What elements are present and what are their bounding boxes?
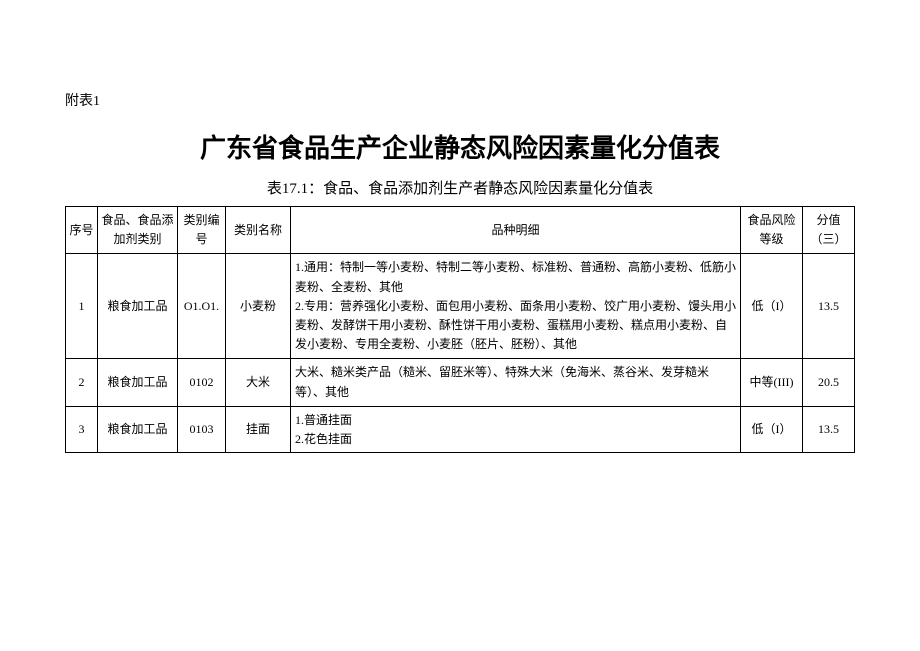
header-detail: 品种明细 xyxy=(291,207,741,254)
table-row: 1 粮食加工品 O1.O1. 小麦粉 1.通用：特制一等小麦粉、特制二等小麦粉、… xyxy=(66,254,855,359)
header-code: 类别编号 xyxy=(178,207,226,254)
table-header-row: 序号 食品、食品添加剂类别 类别编号 类别名称 品种明细 食品风险等级 分值（三… xyxy=(66,207,855,254)
sub-title: 表17.1：食品、食品添加剂生产者静态风险因素量化分值表 xyxy=(65,177,855,198)
header-risk: 食品风险等级 xyxy=(741,207,803,254)
cell-score: 20.5 xyxy=(803,359,855,406)
header-name: 类别名称 xyxy=(226,207,291,254)
cell-score: 13.5 xyxy=(803,254,855,359)
attachment-label: 附表1 xyxy=(65,90,855,110)
cell-score: 13.5 xyxy=(803,406,855,452)
cell-category: 粮食加工品 xyxy=(98,359,178,406)
cell-detail: 大米、糙米类产品（糙米、留胚米等）、特殊大米（免海米、蒸谷米、发芽糙米等）、其他 xyxy=(291,359,741,406)
cell-code: 0102 xyxy=(178,359,226,406)
cell-seq: 2 xyxy=(66,359,98,406)
header-seq: 序号 xyxy=(66,207,98,254)
cell-code: 0103 xyxy=(178,406,226,452)
cell-detail: 1.普通挂面2.花色挂面3.手工面 xyxy=(291,406,741,452)
cell-category: 粮食加工品 xyxy=(98,254,178,359)
cell-detail: 1.通用：特制一等小麦粉、特制二等小麦粉、标准粉、普通粉、高筋小麦粉、低筋小麦粉… xyxy=(291,254,741,359)
cell-name: 大米 xyxy=(226,359,291,406)
header-category: 食品、食品添加剂类别 xyxy=(98,207,178,254)
table-row: 2 粮食加工品 0102 大米 大米、糙米类产品（糙米、留胚米等）、特殊大米（免… xyxy=(66,359,855,406)
header-score: 分值（三） xyxy=(803,207,855,254)
cell-risk: 低（I） xyxy=(741,406,803,452)
cell-code: O1.O1. xyxy=(178,254,226,359)
cell-seq: 3 xyxy=(66,406,98,452)
cell-category: 粮食加工品 xyxy=(98,406,178,452)
table-row: 3 粮食加工品 0103 挂面 1.普通挂面2.花色挂面3.手工面 低（I） 1… xyxy=(66,406,855,452)
cell-name: 挂面 xyxy=(226,406,291,452)
risk-table: 序号 食品、食品添加剂类别 类别编号 类别名称 品种明细 食品风险等级 分值（三… xyxy=(65,206,855,453)
cell-risk: 中等(III) xyxy=(741,359,803,406)
main-title: 广东省食品生产企业静态风险因素量化分值表 xyxy=(65,128,855,165)
cell-risk: 低（I） xyxy=(741,254,803,359)
cell-name: 小麦粉 xyxy=(226,254,291,359)
cell-seq: 1 xyxy=(66,254,98,359)
